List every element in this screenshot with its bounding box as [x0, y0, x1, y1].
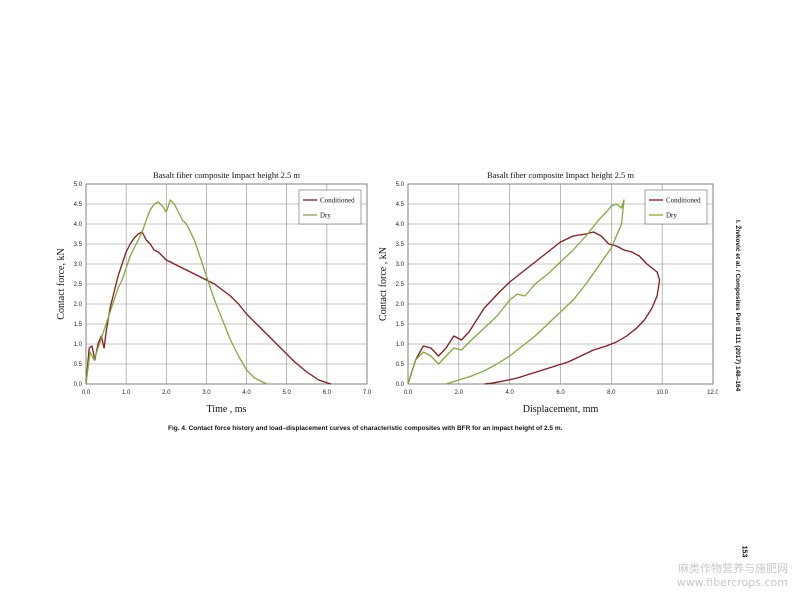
y-tick-label: 0.0 [396, 382, 405, 388]
x-tick-label: 0.0 [82, 390, 91, 396]
x-axis-label: Displacement, mm [523, 404, 599, 415]
y-tick-label: 0.0 [74, 382, 83, 388]
legend-label: Conditioned [320, 197, 355, 205]
figure-caption: Fig. 4. Contact force history and load–d… [168, 425, 563, 432]
series-line-conditioned [85, 231, 332, 385]
y-tick-label: 3.5 [74, 242, 83, 248]
y-tick-label: 3.0 [74, 262, 83, 268]
contact-force-time-chart: 0.0 1.0 2.0 3.0 4.0 5.0 6.0 7.0 0.0 0.5 1.0 1.5 2.0 2… [52, 168, 374, 420]
y-axis-label: Contact force , kN [378, 247, 389, 321]
y-tick-label: 1.5 [396, 322, 405, 328]
x-tick-label: 7.0 [363, 390, 372, 396]
y-tick-label: 3.5 [396, 242, 405, 248]
x-tick-label: 12.0 [707, 390, 718, 396]
y-tick-label: 1.0 [396, 342, 405, 348]
load-displacement-chart: 0.0 2.0 4.0 6.0 8.0 10.0 12.0 0.0 0.5 1.0 1.5 2.0 2.… [370, 168, 718, 420]
y-tick-label: 2.0 [396, 302, 405, 308]
y-tick-label: 0.5 [74, 362, 83, 368]
legend-label: Dry [320, 212, 331, 220]
legend-label: Dry [666, 212, 677, 220]
watermark-line2: www.fibercrops.com [676, 576, 788, 589]
y-tick-label: 5.0 [74, 182, 83, 188]
x-tick-label: 4.0 [505, 390, 514, 396]
y-axis-label: Contact force, kN [56, 248, 67, 319]
chart-right-svg: 0.0 2.0 4.0 6.0 8.0 10.0 12.0 0.0 0.5 1.0 1.5 2.0 2.… [378, 170, 718, 415]
x-tick-label: 6.0 [556, 390, 565, 396]
chart-title: Basalt fiber composite Impact height 2.5… [153, 170, 300, 180]
y-tick-label: 4.5 [396, 202, 405, 208]
x-tick-label: 8.0 [607, 390, 616, 396]
y-tick-label: 2.5 [74, 282, 83, 288]
x-tick-label: 0.0 [404, 390, 413, 396]
x-tick-label: 10.0 [656, 390, 668, 396]
x-axis-label: Time , ms [207, 404, 247, 415]
x-tick-label: 2.0 [162, 390, 171, 396]
y-tick-label: 5.0 [396, 182, 405, 188]
x-tick-label: 1.0 [122, 390, 131, 396]
chart-title: Basalt fiber composite Impact height 2.5… [487, 170, 634, 180]
y-tick-label: 0.5 [396, 362, 405, 368]
y-tick-label: 4.0 [74, 222, 83, 228]
x-tick-label: 2.0 [455, 390, 464, 396]
y-tick-label: 3.0 [396, 262, 405, 268]
x-tick-label: 4.0 [242, 390, 251, 396]
series-line-dry [85, 199, 267, 385]
legend-box [644, 189, 708, 225]
legend-label: Conditioned [666, 197, 701, 205]
legend-box [298, 189, 362, 225]
y-tick-label: 1.5 [74, 322, 83, 328]
watermark-line1: 麻类作物营养与施肥网 [678, 562, 788, 575]
y-tick-label: 4.5 [74, 202, 83, 208]
series-line-dry [407, 199, 625, 385]
x-tick-label: 6.0 [323, 390, 332, 396]
chart-left-svg: 0.0 1.0 2.0 3.0 4.0 5.0 6.0 7.0 0.0 0.5 1.0 1.5 2.0 2… [56, 170, 372, 415]
x-tick-label: 3.0 [202, 390, 211, 396]
running-header: I. Živković et al. / Composites Part B 1… [734, 220, 741, 392]
x-tick-label: 5.0 [283, 390, 292, 396]
series-line-conditioned [407, 231, 661, 385]
y-tick-label: 2.5 [396, 282, 405, 288]
watermark: 麻类作物营养与施肥网 www.fibercrops.com [677, 560, 788, 589]
y-tick-label: 1.0 [74, 342, 83, 348]
page-number: 153 [740, 545, 748, 558]
y-tick-label: 4.0 [396, 222, 405, 228]
y-tick-label: 2.0 [74, 302, 83, 308]
